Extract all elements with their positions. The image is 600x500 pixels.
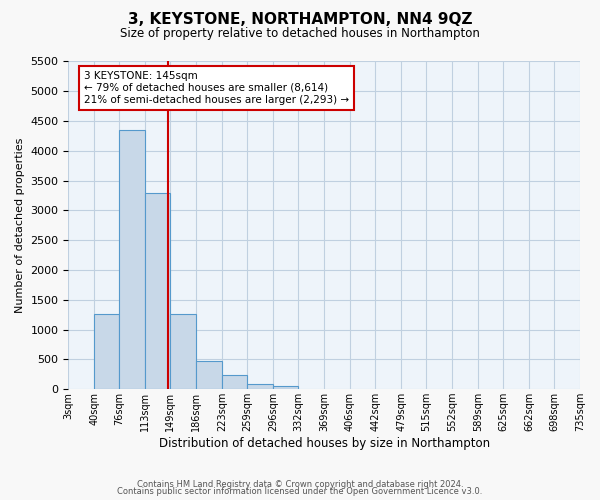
Text: Size of property relative to detached houses in Northampton: Size of property relative to detached ho… — [120, 28, 480, 40]
Bar — [196, 360, 222, 389]
Bar — [222, 376, 247, 389]
Y-axis label: Number of detached properties: Number of detached properties — [15, 138, 25, 313]
Text: Contains HM Land Registry data © Crown copyright and database right 2024.: Contains HM Land Registry data © Crown c… — [137, 480, 463, 489]
Text: 3 KEYSTONE: 145sqm
← 79% of detached houses are smaller (8,614)
21% of semi-deta: 3 KEYSTONE: 145sqm ← 79% of detached hou… — [84, 72, 349, 104]
X-axis label: Distribution of detached houses by size in Northampton: Distribution of detached houses by size … — [158, 437, 490, 450]
Text: 3, KEYSTONE, NORTHAMPTON, NN4 9QZ: 3, KEYSTONE, NORTHAMPTON, NN4 9QZ — [128, 12, 472, 28]
Bar — [170, 314, 196, 389]
Bar — [247, 384, 273, 389]
Text: Contains public sector information licensed under the Open Government Licence v3: Contains public sector information licen… — [118, 487, 482, 496]
Bar — [145, 192, 170, 389]
Bar — [119, 130, 145, 389]
Bar — [94, 314, 119, 389]
Bar — [273, 386, 298, 389]
